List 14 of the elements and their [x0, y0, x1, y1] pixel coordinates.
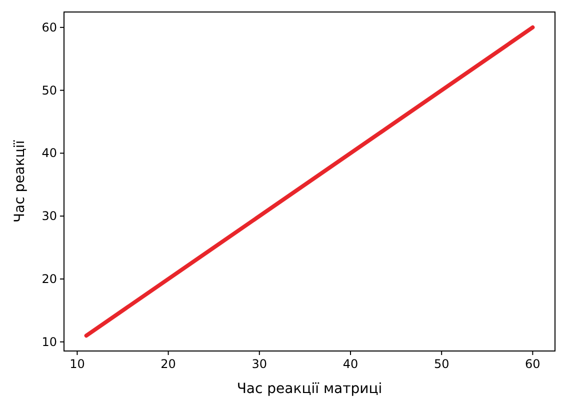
- y-tick-label: 10: [42, 334, 57, 349]
- y-axis-title: Час реакції: [12, 140, 28, 223]
- x-tick-label: 40: [342, 357, 358, 371]
- x-tick-label: 10: [70, 357, 85, 371]
- x-axis-title: Час реакції матриці: [236, 381, 382, 397]
- y-tick-label: 50: [42, 83, 57, 98]
- y-tick-label: 60: [42, 20, 57, 34]
- x-tick-label: 60: [525, 357, 540, 371]
- y-tick-label: 40: [42, 146, 57, 160]
- y-tick-label: 30: [42, 209, 57, 224]
- x-tick-label: 20: [160, 357, 176, 371]
- y-tick-label: 20: [42, 272, 57, 286]
- x-tick-label: 50: [434, 357, 450, 371]
- x-tick-label: 30: [252, 357, 268, 371]
